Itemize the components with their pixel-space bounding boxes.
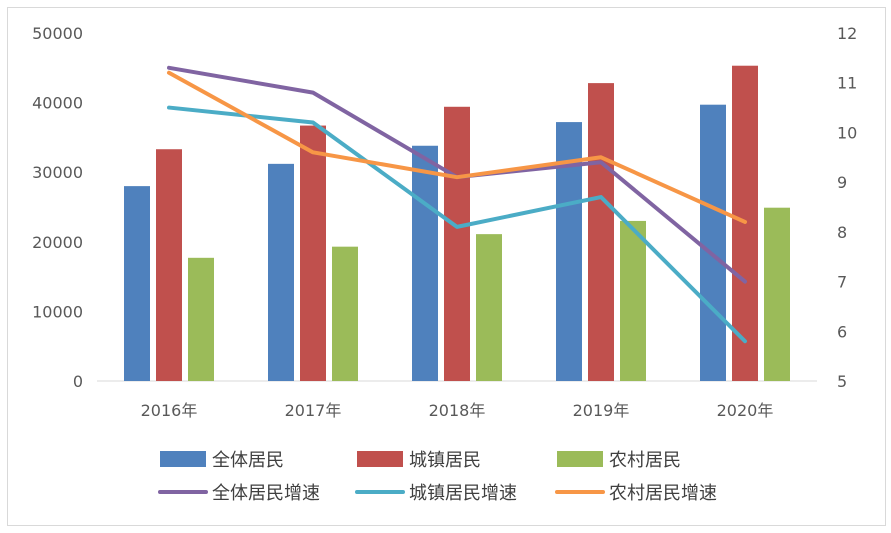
- bar: [444, 106, 470, 381]
- bar: [588, 83, 614, 381]
- y-right-tick-label: 9: [837, 173, 847, 192]
- series-line: [167, 70, 747, 224]
- bar: [620, 220, 646, 381]
- y-right-tick-label: 12: [837, 24, 857, 43]
- y-left-tick-label: 20000: [32, 233, 83, 252]
- legend-label: 城镇居民: [409, 450, 481, 471]
- legend-label: 全体居民: [212, 450, 284, 471]
- x-tick-label: 2017年: [285, 401, 342, 420]
- bar: [268, 163, 294, 381]
- y-left-tick-label: 40000: [32, 94, 83, 113]
- x-tick-label: 2019年: [573, 401, 630, 420]
- bar: [412, 145, 438, 381]
- legend-label: 农村居民增速: [609, 483, 717, 504]
- legend-swatch: [160, 451, 206, 467]
- x-tick-label: 2016年: [141, 401, 198, 420]
- x-tick-label: 2018年: [429, 401, 486, 420]
- y-left-tick-label: 30000: [32, 163, 83, 182]
- y-left-tick-label: 0: [73, 372, 83, 391]
- y-right-tick-label: 6: [837, 322, 847, 341]
- legend-swatch: [557, 451, 603, 467]
- y-right-tick-label: 7: [837, 273, 847, 292]
- legend-label: 农村居民: [609, 450, 681, 471]
- bar: [156, 149, 182, 381]
- bar: [700, 104, 726, 382]
- legend-swatch: [357, 451, 403, 467]
- bar: [764, 207, 790, 381]
- bar: [476, 234, 502, 381]
- y-left-tick-label: 10000: [32, 302, 83, 321]
- bar: [332, 246, 358, 381]
- y-right-tick-label: 11: [837, 74, 857, 93]
- series-line: [167, 105, 747, 344]
- x-tick-label: 2020年: [717, 401, 774, 420]
- legend-label: 全体居民增速: [212, 483, 320, 504]
- bar: [124, 186, 150, 381]
- y-right-tick-label: 5: [837, 372, 847, 391]
- bar: [300, 125, 326, 382]
- y-right-tick-label: 10: [837, 123, 857, 142]
- bar: [188, 257, 214, 381]
- y-left-tick-label: 50000: [32, 24, 83, 43]
- legend-label: 城镇居民增速: [409, 483, 517, 504]
- y-right-tick-label: 8: [837, 223, 847, 242]
